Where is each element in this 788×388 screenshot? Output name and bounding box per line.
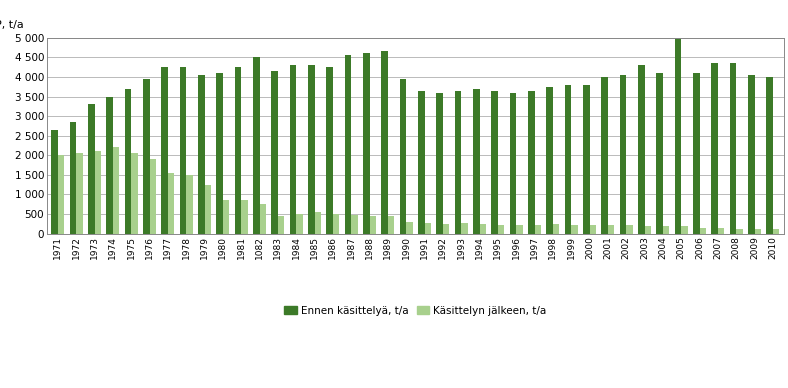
Bar [168, 173, 174, 234]
Bar [675, 38, 681, 234]
Bar [198, 75, 205, 234]
Bar [461, 223, 467, 234]
Bar [620, 75, 626, 234]
Bar [638, 65, 645, 234]
Bar [565, 85, 571, 234]
Bar [437, 93, 443, 234]
Bar [571, 225, 578, 234]
Bar [498, 225, 504, 234]
Bar [186, 175, 192, 234]
Bar [351, 215, 358, 234]
Bar [730, 63, 736, 234]
Bar [516, 225, 522, 234]
Bar [425, 223, 431, 234]
Bar [58, 155, 65, 234]
Bar [363, 54, 370, 234]
Bar [70, 122, 76, 234]
Bar [370, 216, 376, 234]
Bar [418, 91, 425, 234]
Bar [296, 214, 303, 234]
Bar [88, 104, 95, 234]
Bar [132, 153, 138, 234]
Bar [205, 185, 211, 234]
Bar [712, 63, 718, 234]
Bar [162, 67, 168, 234]
Text: P, t/a: P, t/a [0, 20, 24, 30]
Bar [223, 200, 229, 234]
Bar [241, 200, 247, 234]
Bar [125, 89, 132, 234]
Bar [473, 89, 480, 234]
Bar [278, 216, 284, 234]
Bar [113, 147, 119, 234]
Bar [773, 229, 779, 234]
Bar [326, 67, 333, 234]
Bar [314, 212, 321, 234]
Bar [736, 229, 742, 234]
Bar [528, 91, 534, 234]
Bar [601, 77, 608, 234]
Bar [534, 225, 541, 234]
Bar [290, 65, 296, 234]
Bar [143, 79, 150, 234]
Bar [150, 159, 156, 234]
Bar [754, 229, 761, 234]
Bar [443, 224, 449, 234]
Bar [259, 204, 266, 234]
Bar [76, 153, 83, 234]
Bar [308, 65, 314, 234]
Bar [645, 226, 651, 234]
Bar [455, 91, 461, 234]
Bar [693, 73, 700, 234]
Bar [718, 228, 724, 234]
Bar [608, 225, 615, 234]
Bar [748, 75, 754, 234]
Bar [400, 79, 406, 234]
Bar [700, 228, 706, 234]
Bar [510, 93, 516, 234]
Bar [381, 52, 388, 234]
Bar [480, 224, 486, 234]
Bar [51, 130, 58, 234]
Bar [546, 87, 553, 234]
Bar [553, 224, 559, 234]
Bar [180, 67, 186, 234]
Bar [767, 77, 773, 234]
Bar [106, 97, 113, 234]
Bar [681, 226, 688, 234]
Bar [272, 71, 278, 234]
Bar [492, 91, 498, 234]
Bar [95, 151, 101, 234]
Bar [663, 226, 669, 234]
Bar [388, 216, 394, 234]
Bar [253, 57, 259, 234]
Bar [235, 67, 241, 234]
Bar [345, 55, 351, 234]
Bar [217, 73, 223, 234]
Bar [333, 214, 340, 234]
Bar [626, 225, 633, 234]
Bar [406, 222, 413, 234]
Bar [656, 73, 663, 234]
Bar [583, 85, 589, 234]
Bar [589, 225, 596, 234]
Legend: Ennen käsittelyä, t/a, Käsittelyn jälkeen, t/a: Ennen käsittelyä, t/a, Käsittelyn jälkee… [280, 301, 551, 320]
